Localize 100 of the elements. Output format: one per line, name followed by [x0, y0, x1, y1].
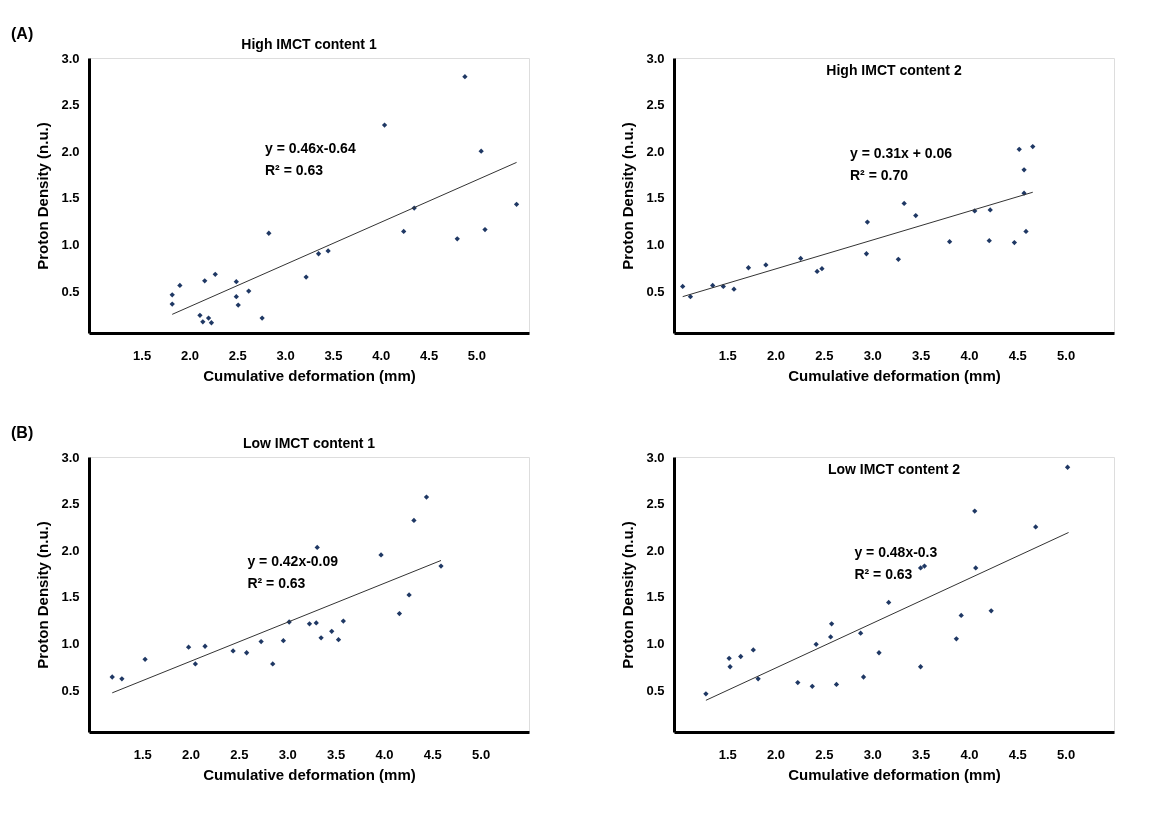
x-axis-title: Cumulative deformation (mm) [788, 765, 1001, 783]
annotation: y = 0.48x-0.3 [854, 544, 938, 561]
chart-title: Low IMCT content 2 [827, 461, 961, 477]
x-tick-label: 2.5 [815, 746, 834, 762]
y-tick-label: 2.0 [646, 542, 665, 558]
point [329, 628, 335, 634]
x-tick-label: 3.5 [912, 746, 931, 762]
point [513, 201, 520, 207]
y-tick-label: 2.0 [646, 143, 665, 159]
point [1023, 228, 1029, 235]
annotation: y = 0.42x-0.09 [247, 552, 339, 569]
point [813, 641, 819, 648]
point [462, 74, 468, 80]
point [917, 664, 924, 670]
x-tick-label: 4.0 [375, 746, 394, 762]
point [280, 638, 287, 644]
point [857, 630, 864, 636]
x-tick-label: 2.5 [228, 347, 247, 363]
y-tick-label: 0.5 [61, 682, 80, 698]
y-tick-label: 3.0 [61, 449, 80, 465]
x-tick-label: 4.5 [1008, 746, 1027, 762]
point [864, 219, 871, 225]
point [396, 610, 403, 617]
point [988, 608, 994, 614]
point [258, 638, 264, 645]
x-tick-label: 3.0 [276, 347, 295, 363]
y-tick-label: 2.0 [61, 143, 80, 159]
y-tick-label: 2.5 [61, 97, 80, 113]
point [814, 268, 820, 275]
y-tick-label: 2.5 [646, 496, 665, 512]
point [973, 565, 979, 571]
point [680, 283, 686, 290]
point [809, 683, 815, 689]
point [1011, 239, 1018, 246]
x-tick-label: 2.0 [767, 347, 786, 363]
point [478, 148, 484, 154]
point [1033, 524, 1039, 530]
point [921, 563, 928, 569]
point [381, 122, 388, 128]
point [745, 265, 752, 271]
y-axis-title: Proton Density (n.u.) [619, 122, 637, 270]
point [726, 655, 732, 661]
y-axis-title: Proton Density (n.u.) [34, 521, 52, 669]
x-tick-label: 4.0 [372, 347, 391, 363]
x-tick-label: 3.0 [863, 746, 882, 762]
chart-title: High IMCT content 2 [826, 62, 962, 78]
y-tick-label: 2.5 [61, 496, 80, 512]
x-tick-label: 2.0 [767, 746, 786, 762]
y-tick-label: 1.0 [646, 236, 665, 252]
annotation: R² = 0.63 [265, 161, 324, 178]
point [1064, 464, 1071, 470]
x-tick-label: 2.5 [230, 746, 249, 762]
x-tick-label: 3.0 [278, 746, 297, 762]
point [901, 200, 907, 207]
y-tick-label: 1.0 [61, 635, 80, 651]
text: (B) [11, 424, 34, 441]
x-tick-label: 4.0 [960, 347, 979, 363]
x-tick-label: 4.5 [420, 347, 439, 363]
point [169, 292, 175, 298]
y-tick-label: 0.5 [61, 283, 80, 299]
point [1030, 143, 1036, 150]
point [828, 621, 835, 627]
point [202, 278, 208, 284]
point [142, 656, 148, 662]
point [795, 679, 801, 686]
point [314, 544, 320, 551]
point [886, 599, 892, 606]
annotation: R² = 0.63 [854, 566, 913, 583]
y-tick-label: 0.5 [646, 283, 665, 299]
point [958, 612, 964, 619]
x-tick-label: 3.5 [327, 746, 346, 762]
text: (A) [11, 25, 34, 42]
point [833, 681, 840, 688]
point [828, 634, 834, 640]
point [819, 266, 825, 272]
point [953, 636, 960, 642]
point [335, 637, 342, 643]
point [233, 279, 239, 285]
chart-title: High IMCT content 1 [241, 36, 377, 52]
point [266, 230, 272, 236]
y-tick-label: 3.0 [646, 449, 665, 465]
x-tick-label: 5.0 [1057, 746, 1076, 762]
point [423, 494, 430, 500]
x-tick-label: 2.0 [180, 347, 199, 363]
point [986, 238, 992, 244]
y-tick-label: 1.5 [61, 190, 80, 206]
point [863, 251, 870, 257]
point [340, 618, 346, 624]
annotation: R² = 0.63 [247, 574, 306, 591]
y-tick-label: 1.0 [646, 635, 665, 651]
x-axis-title: Cumulative deformation (mm) [788, 366, 1001, 384]
x-axis-title: Cumulative deformation (mm) [203, 366, 416, 384]
point [411, 517, 417, 524]
x-tick-label: 5.0 [1057, 347, 1076, 363]
x-tick-label: 5.0 [472, 746, 491, 762]
x-tick-label: 1.5 [718, 746, 737, 762]
y-tick-label: 1.5 [61, 589, 80, 605]
point [243, 650, 250, 656]
annotation: y = 0.31x + 0.06 [850, 145, 953, 162]
point [233, 294, 239, 300]
